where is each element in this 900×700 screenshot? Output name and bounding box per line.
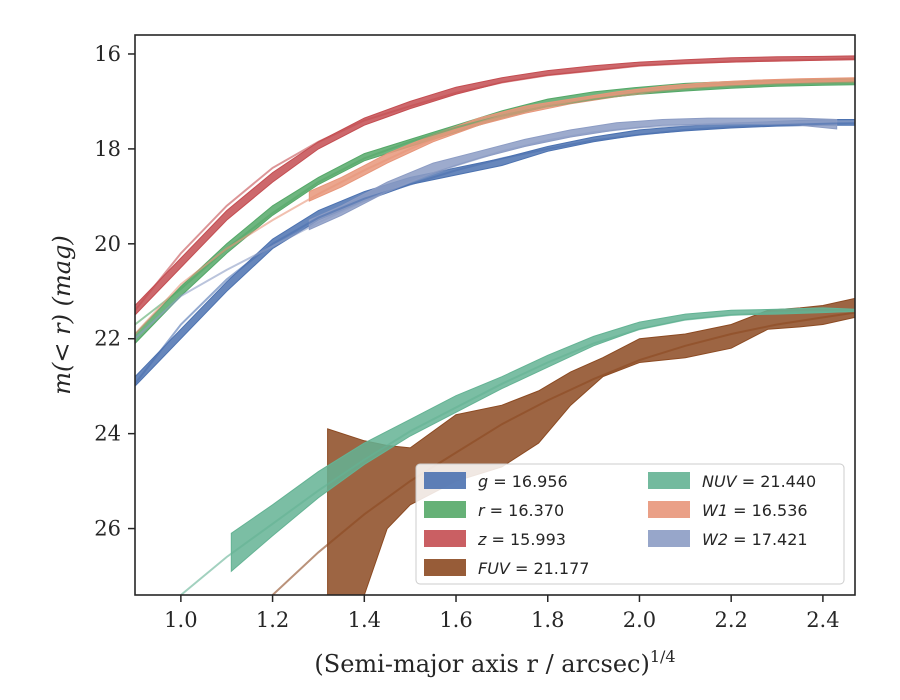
legend-label: NUV = 21.440 (702, 472, 816, 491)
model-line-z (135, 57, 855, 311)
legend-swatch (648, 530, 690, 547)
y-axis-ticks: 16 18 20 22 24 26 (94, 42, 135, 541)
legend-label: W2 = 17.421 (702, 530, 808, 549)
model-lines (135, 57, 855, 595)
band-nuv (230, 307, 855, 573)
legend-item-z: z = 15.993 (424, 530, 566, 549)
x-tick-label: 1.2 (256, 608, 289, 632)
y-tick-label: 16 (94, 42, 121, 66)
legend-label: g = 16.956 (478, 472, 568, 491)
y-axis-label: m(< r) (mag) (48, 235, 76, 394)
y-tick-label: 20 (94, 232, 121, 256)
legend-swatch (648, 501, 690, 518)
model-line-fuv (271, 311, 855, 595)
x-axis-ticks: 1.0 1.2 1.4 1.6 1.8 2.0 2.2 2.4 (164, 595, 840, 632)
x-axis-label-superscript: 1/4 (650, 647, 676, 666)
legend-item-r: r = 16.370 (424, 501, 564, 520)
band-r (135, 78, 855, 345)
legend-item-w2: W2 = 17.421 (648, 530, 808, 549)
x-axis-label-main: (Semi-major axis r / arcsec) (314, 650, 649, 678)
x-tick-label: 1.8 (531, 608, 564, 632)
x-tick-label: 1.6 (439, 608, 472, 632)
legend-label: FUV = 21.177 (478, 559, 589, 578)
legend: g = 16.956 r = 16.370 z = 15.993 FUV = 21.1… (415, 463, 845, 585)
x-axis-label: (Semi-major axis r / arcsec)1/4 (314, 647, 675, 678)
legend-item-nuv: NUV = 21.440 (648, 472, 816, 491)
legend-swatch (648, 472, 690, 489)
band-areas (135, 55, 855, 595)
legend-label: z = 15.993 (477, 530, 566, 549)
y-tick-label: 26 (94, 517, 121, 541)
model-line-g (135, 121, 855, 385)
legend-items: g = 16.956 r = 16.370 z = 15.993 FUV = 21.1… (424, 472, 816, 578)
legend-item-w1: W1 = 16.536 (648, 501, 808, 520)
y-tick-label: 18 (94, 137, 121, 161)
plot-frame (134, 34, 856, 596)
legend-label: r = 16.370 (478, 501, 564, 520)
legend-swatch (424, 559, 466, 576)
model-line-r (135, 81, 855, 326)
legend-box (415, 463, 845, 585)
y-tick-label: 24 (94, 422, 121, 446)
x-tick-label: 2.4 (806, 608, 839, 632)
legend-item-fuv: FUV = 21.177 (424, 559, 589, 578)
model-line-w1 (135, 79, 855, 335)
model-line-w2 (135, 120, 855, 340)
x-tick-label: 2.0 (623, 608, 656, 632)
model-line-nuv (180, 310, 855, 595)
legend-item-g: g = 16.956 (424, 472, 568, 491)
x-tick-label: 2.2 (714, 608, 747, 632)
legend-swatch (424, 472, 466, 489)
legend-label: W1 = 16.536 (702, 501, 808, 520)
x-tick-label: 1.4 (348, 608, 381, 632)
y-tick-label: 22 (94, 327, 121, 351)
band-w1 (308, 77, 855, 202)
band-z (135, 55, 855, 316)
legend-swatch (424, 501, 466, 518)
legend-swatch (424, 530, 466, 547)
x-tick-label: 1.0 (164, 608, 197, 632)
